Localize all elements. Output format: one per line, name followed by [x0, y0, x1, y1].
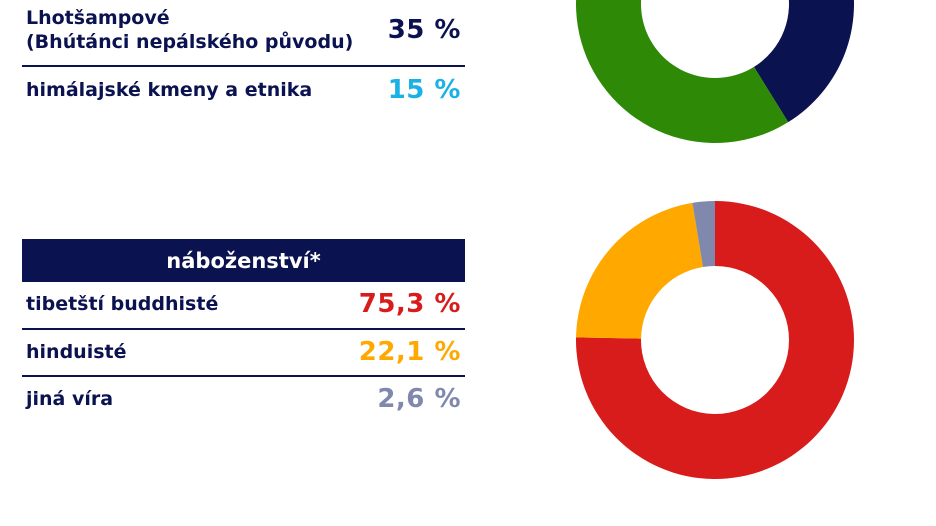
table-row-jina-vira: jiná víra 2,6 %	[22, 381, 465, 417]
table-row-himalajske-kmeny: himálajské kmeny a etnika 15 %	[22, 72, 465, 108]
table-header: náboženství*	[22, 239, 465, 282]
donut-slice	[692, 201, 715, 267]
table-row-lhotsampove: Lhotšampové (Bhútánci nepálského původu)…	[22, 2, 465, 58]
row-label-line2: (Bhútánci nepálského původu)	[26, 31, 354, 53]
row-divider	[22, 375, 465, 377]
row-value: 2,6 %	[377, 384, 461, 414]
donut-slice	[576, 0, 789, 143]
row-value: 15 %	[387, 75, 461, 105]
row-divider	[22, 65, 465, 67]
donut-slice	[576, 201, 854, 479]
row-label: tibetští buddhisté	[26, 293, 219, 315]
row-label-line1: Lhotšampové	[26, 7, 170, 29]
table-row-buddhiste: tibetští buddhisté 75,3 %	[22, 286, 465, 322]
row-label: jiná víra	[26, 388, 114, 410]
row-divider	[22, 328, 465, 330]
donut-slice	[753, 0, 854, 123]
row-value: 75,3 %	[358, 289, 461, 319]
row-value: 35 %	[387, 15, 461, 45]
ethnicity-donut-chart	[576, 0, 854, 143]
religion-donut-chart	[576, 201, 854, 479]
row-value: 22,1 %	[358, 337, 461, 367]
table-row-hinduiste: hinduisté 22,1 %	[22, 334, 465, 370]
row-label: himálajské kmeny a etnika	[26, 79, 313, 101]
donut-slice	[576, 202, 703, 339]
row-label: Lhotšampové (Bhútánci nepálského původu)	[26, 6, 353, 54]
row-label: hinduisté	[26, 341, 127, 363]
